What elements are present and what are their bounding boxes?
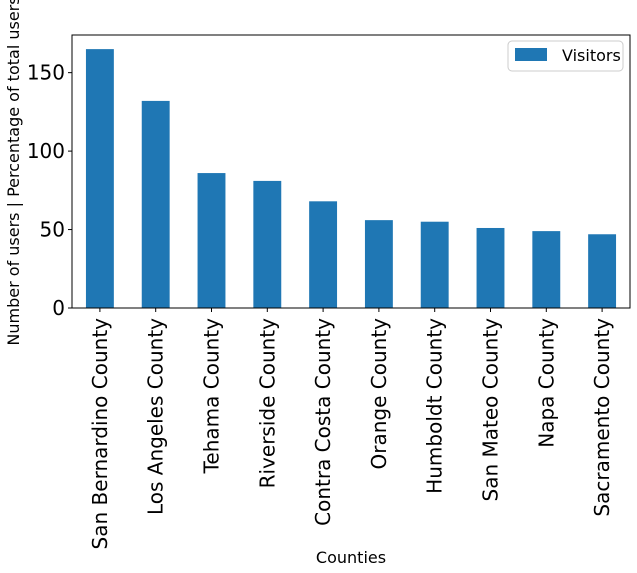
bar [364,220,393,308]
legend: Visitors [507,40,624,72]
bar [476,227,505,308]
x-tick-label: Sacramento County [590,318,614,517]
bar [588,234,617,308]
y-tick-label: 100 [27,139,65,163]
bar [253,180,282,308]
y-tick-label: 150 [27,61,65,85]
x-tick-label: San Bernardino County [88,318,112,550]
x-axis-title: Counties [316,548,386,567]
y-tick-label: 50 [40,218,65,242]
plot-frame [71,34,631,309]
x-tick-label: Riverside County [255,318,279,489]
x-tick-label: Napa County [534,318,558,448]
x-tick-label: Contra Costa County [311,318,335,526]
legend-label: Visitors [562,46,621,65]
y-axis: 0 50 100 150 [27,61,72,320]
bar [197,173,226,308]
bar [532,231,561,308]
bar [85,49,114,309]
bar [141,100,170,309]
x-tick-label: Humboldt County [423,318,447,494]
y-axis-title: Number of users | Percentage of total us… [4,0,23,346]
bars-layer [85,49,617,309]
legend-swatch [515,48,547,61]
y-tick-label: 0 [52,296,65,320]
x-tick-label: Orange County [367,318,391,470]
x-tick-label: Tehama County [200,318,224,475]
x-tick-label: Los Angeles County [144,318,168,515]
x-axis: San Bernardino County Los Angeles County T… [88,308,614,549]
bar [420,221,449,308]
bar [309,201,338,308]
x-tick-label: San Mateo County [479,318,503,502]
